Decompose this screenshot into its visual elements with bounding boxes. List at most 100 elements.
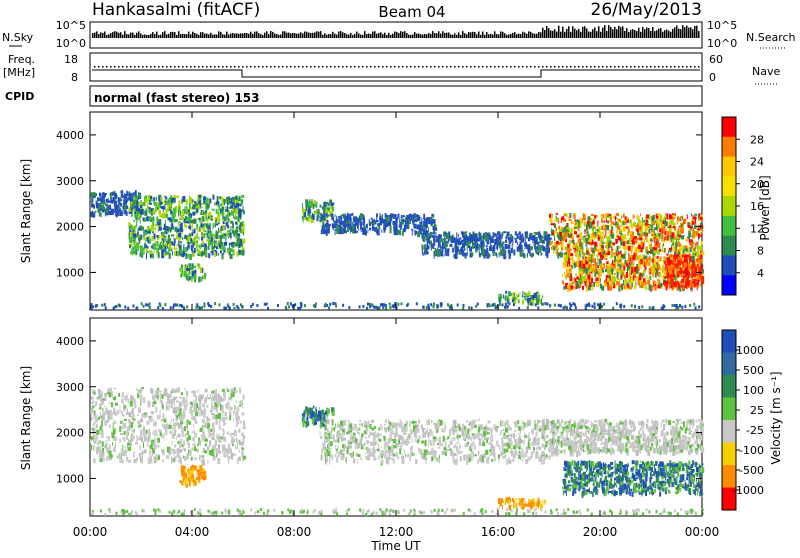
echo-cell (578, 239, 580, 243)
nsky-bar (440, 34, 442, 38)
freq-dot (178, 66, 180, 68)
nsky-bar (570, 32, 572, 38)
echo-cell (146, 208, 147, 212)
echo-cell (680, 228, 683, 233)
echo-cell (695, 218, 696, 224)
nsky-bar (196, 34, 198, 38)
nsky-bar (312, 33, 314, 38)
nsky-bar (218, 31, 220, 38)
echo-cell (116, 212, 118, 217)
echo-cell (612, 307, 614, 310)
echo-cell (593, 226, 595, 229)
echo-cell (130, 212, 132, 214)
nsky-bar (184, 34, 186, 38)
freq-dot (134, 66, 136, 68)
freq-tick-top: 18 (64, 53, 78, 66)
echo-cell (192, 431, 194, 433)
echo-cell (563, 286, 565, 290)
echo-cell (565, 234, 567, 239)
nsky-bar (226, 32, 228, 38)
echo-cell (603, 303, 605, 306)
power-echoes (90, 190, 704, 310)
echo-cell (613, 216, 614, 219)
echo-cell (327, 210, 329, 213)
echo-cell (186, 268, 188, 270)
nsky-bar (372, 32, 374, 38)
nsky-bar (692, 29, 694, 38)
echo-cell (556, 213, 558, 215)
echo-cell (113, 307, 115, 310)
cpid-text: normal (fast stereo) 153 (94, 91, 260, 105)
echo-cell (687, 254, 688, 259)
echo-cell (242, 239, 245, 244)
nsky-bar (160, 35, 162, 38)
echo-cell (676, 268, 677, 274)
echo-cell (557, 253, 559, 259)
echo-cell (207, 197, 209, 200)
freq-dot (290, 66, 292, 68)
echo-cell (574, 231, 577, 234)
nsky-bar (588, 32, 590, 39)
echo-cell (185, 253, 187, 259)
echo-cell (143, 397, 145, 403)
freq-dot (110, 66, 112, 68)
echo-cell (306, 217, 308, 220)
nsky-bar (128, 34, 130, 38)
echo-cell (164, 196, 166, 198)
echo-cell (218, 206, 220, 211)
echo-cell (176, 400, 179, 402)
echo-cell (650, 276, 651, 280)
echo-cell (605, 230, 606, 235)
nsky-bar (286, 33, 288, 38)
echo-cell (672, 215, 675, 217)
echo-cell (659, 228, 661, 232)
echo-cell (586, 268, 588, 274)
echo-cell (559, 229, 562, 232)
echo-cell (299, 307, 301, 310)
echo-cell (182, 237, 183, 240)
echo-cell (190, 238, 192, 242)
echo-cell (673, 223, 676, 227)
nsky-bar (288, 33, 290, 38)
echo-cell (202, 211, 203, 214)
echo-cell (640, 254, 642, 258)
echo-cell (562, 273, 563, 277)
nsky-bar (120, 32, 122, 38)
echo-cell (492, 239, 494, 243)
nsky-bar (498, 34, 500, 38)
echo-cell (569, 230, 571, 234)
echo-cell (577, 249, 578, 252)
echo-cell (574, 215, 575, 221)
echo-cell (452, 248, 454, 253)
nsky-bar (234, 34, 236, 38)
echo-cell (129, 196, 130, 199)
echo-cell (464, 232, 466, 237)
echo-cell (209, 440, 211, 445)
nsky-bar (572, 26, 574, 38)
freq-dot (642, 66, 644, 68)
echo-cell (546, 240, 549, 245)
echo-cell (698, 305, 700, 308)
echo-cell (656, 226, 658, 230)
echo-cell (135, 250, 137, 255)
echo-cell (165, 220, 166, 225)
freq-dot (294, 66, 296, 68)
nsky-bar (564, 32, 566, 38)
echo-cell (193, 238, 196, 242)
nsky-bar (144, 35, 146, 39)
echo-cell (574, 303, 576, 306)
echo-cell (638, 233, 640, 236)
nsky-bar (606, 31, 608, 38)
echo-cell (629, 222, 630, 227)
echo-cell (138, 229, 139, 234)
echo-cell (208, 212, 211, 216)
echo-cell (479, 245, 481, 249)
freq-dot (606, 66, 608, 68)
nsky-bar (678, 29, 680, 38)
echo-cell (204, 214, 205, 218)
echo-cell (631, 247, 633, 252)
echo-cell (163, 208, 164, 212)
nsky-bar (118, 33, 120, 38)
echo-cell (665, 276, 666, 279)
echo-cell (505, 240, 507, 243)
